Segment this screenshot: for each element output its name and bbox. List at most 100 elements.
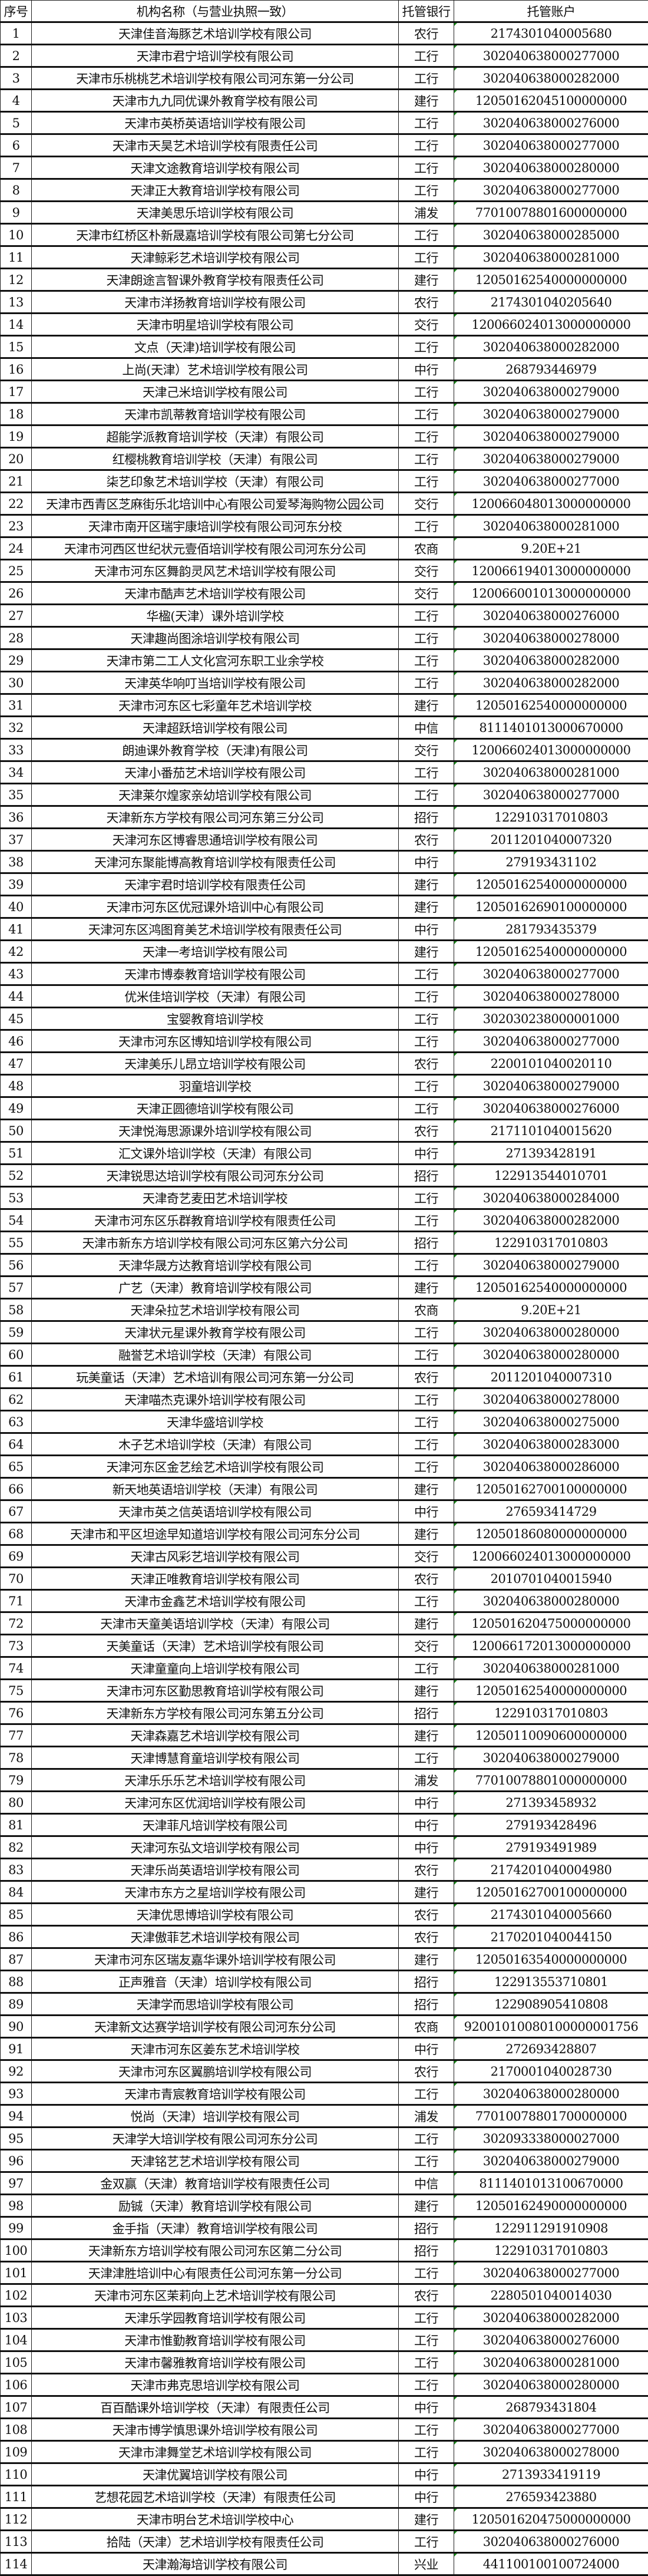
institution-name: 羽童培训学校: [31, 1074, 399, 1097]
custody-bank: 工行: [398, 1074, 454, 1097]
row-index: 49: [0, 1096, 32, 1120]
institution-name: 天津一考培训学校有限公司: [31, 939, 399, 963]
custody-bank: 中行: [398, 1835, 454, 1859]
custody-bank: 建行: [398, 88, 454, 112]
custody-account: 302040638000279000: [454, 402, 648, 426]
institution-name: 天津市河东区乐群教育培训学校有限责任公司: [31, 1208, 399, 1232]
row-index: 106: [0, 2373, 32, 2396]
table-row: 113 拾陆（天津）艺术培训学校有限责任公司 工行 30204063800027600…: [0, 2529, 648, 2553]
custody-bank: 交行: [398, 1634, 454, 1657]
institution-name: 天津学大培训学校有限公司河东分公司: [31, 2126, 399, 2150]
custody-account: 120066001013000000000: [454, 581, 648, 605]
custody-bank: 农商: [398, 1298, 454, 1321]
row-index: 75: [0, 1678, 32, 1702]
custody-bank: 招行: [398, 2216, 454, 2239]
custody-account: 77010078801000000000: [454, 1768, 648, 1792]
custody-bank: 工行: [398, 1320, 454, 1344]
row-index: 53: [0, 1186, 32, 1209]
custody-bank: 工行: [398, 1007, 454, 1030]
row-index: 87: [0, 1947, 32, 1971]
institution-name: 艺想花园艺术培训学校（天津）有限责任公司: [31, 2485, 399, 2508]
custody-account: 276593423880: [454, 2485, 648, 2508]
custody-account: 120501620475000000000: [454, 2507, 648, 2531]
row-index: 24: [0, 536, 32, 560]
custody-account: 302040638000281000: [454, 245, 648, 269]
custody-bank: 建行: [398, 2507, 454, 2531]
row-index: 65: [0, 1454, 32, 1478]
row-index: 2: [0, 44, 32, 67]
custody-account: 302040638000281000: [454, 2350, 648, 2374]
table-row: 82 天津河东弘文培训学校有限公司 中行 279193491989: [0, 1835, 648, 1859]
custody-bank: 中行: [398, 1790, 454, 1814]
custody-bank: 工行: [398, 2261, 454, 2284]
custody-account: 268793431804: [454, 2395, 648, 2419]
row-index: 109: [0, 2440, 32, 2463]
custody-account: 302040638000282000: [454, 648, 648, 672]
table-row: 79 天津乐乐乐艺术培训学校有限公司 浦发 77010078801000000000: [0, 1768, 648, 1792]
header-custody-bank: 托管银行: [398, 0, 454, 22]
custody-account: 302040638000281000: [454, 760, 648, 784]
row-index: 14: [0, 312, 32, 336]
row-index: 42: [0, 939, 32, 963]
custody-bank: 工行: [398, 603, 454, 627]
custody-bank: 工行: [398, 1208, 454, 1232]
custody-bank: 工行: [398, 1387, 454, 1411]
custody-account: 8111401013000670000: [454, 715, 648, 739]
institution-name: 天津市乐桃桃艺术培训学校有限公司河东第一分公司: [31, 66, 399, 90]
row-index: 89: [0, 1992, 32, 2016]
table-row: 86 天津傲菲艺术培训学校有限公司 农行 2170201040044150: [0, 1925, 648, 1948]
table-row: 60 融誉艺术培训学校（天津）有限公司 工行 302040638000280000: [0, 1343, 648, 1366]
institution-name: 优米佳培训学校（天津）有限公司: [31, 984, 399, 1008]
row-index: 18: [0, 402, 32, 426]
custody-account: 302040638000276000: [454, 111, 648, 134]
custody-account: 302030238000001000: [454, 1007, 648, 1030]
institution-name: 天津市河东区博知培训学校有限公司: [31, 1029, 399, 1053]
custody-bank: 浦发: [398, 1768, 454, 1792]
custody-account: 302040638000279000: [454, 447, 648, 470]
row-index: 77: [0, 1723, 32, 1747]
custody-bank: 中行: [398, 2462, 454, 2486]
institution-name: 天津河东区鸿图育美艺术培训学校有限责任公司: [31, 917, 399, 941]
header-index: 序号: [0, 0, 32, 22]
table-row: 104 天津市惟勤教育培训学校有限公司 工行 302040638000276000: [0, 2328, 648, 2351]
custody-account: 302040638000281000: [454, 1656, 648, 1680]
row-index: 41: [0, 917, 32, 941]
custody-bank: 工行: [398, 2373, 454, 2396]
row-index: 38: [0, 850, 32, 873]
custody-bank: 工行: [398, 111, 454, 134]
custody-bank: 工行: [398, 44, 454, 67]
custody-account: 268793446979: [454, 357, 648, 381]
row-index: 26: [0, 581, 32, 605]
institution-name: 红樱桃教育培训学校（天津）有限公司: [31, 447, 399, 470]
custody-bank: 中行: [398, 1813, 454, 1836]
custody-account: 302040638000280000: [454, 2373, 648, 2396]
institution-name: 正声雅音（天津）培训学校有限公司: [31, 1970, 399, 1993]
custody-bank: 农行: [398, 2059, 454, 2083]
custody-account: 12050162540000000000: [454, 872, 648, 896]
row-index: 9: [0, 200, 32, 224]
custody-account: 2010701040015940: [454, 1566, 648, 1590]
custody-bank: 工行: [398, 245, 454, 269]
custody-bank: 农行: [398, 21, 454, 45]
institution-name: 天津状元星课外教育学校有限公司: [31, 1320, 399, 1344]
institution-name: 百百酷课外培训学校（天津）有限责任公司: [31, 2395, 399, 2419]
custody-bank: 工行: [398, 783, 454, 806]
row-index: 61: [0, 1365, 32, 1388]
row-index: 64: [0, 1432, 32, 1456]
custody-bank: 工行: [398, 1029, 454, 1053]
custody-account: 302040638000282000: [454, 335, 648, 358]
row-index: 108: [0, 2417, 32, 2441]
institution-name: 汇文课外培训学校（天津）有限公司: [31, 1141, 399, 1165]
row-index: 16: [0, 357, 32, 381]
institution-name: 天津趣尚图涂培训学校有限公司: [31, 626, 399, 649]
table-row: 31 天津市河东区七彩童年艺术培训学校 建行 12050162540000000000: [0, 693, 648, 717]
custody-bank: 农行: [398, 1925, 454, 1948]
row-index: 5: [0, 111, 32, 134]
table-row: 19 超能学派教育培训学校（天津）有限公司 工行 302040638000279000: [0, 424, 648, 448]
custody-bank: 工行: [398, 984, 454, 1008]
custody-account: 2170201040044150: [454, 1925, 648, 1948]
table-row: 45 宝婴教育培训学校 工行 302030238000001000: [0, 1007, 648, 1030]
custody-account: 302040638000276000: [454, 1096, 648, 1120]
custody-bank: 交行: [398, 581, 454, 605]
custody-bank: 工行: [398, 469, 454, 493]
